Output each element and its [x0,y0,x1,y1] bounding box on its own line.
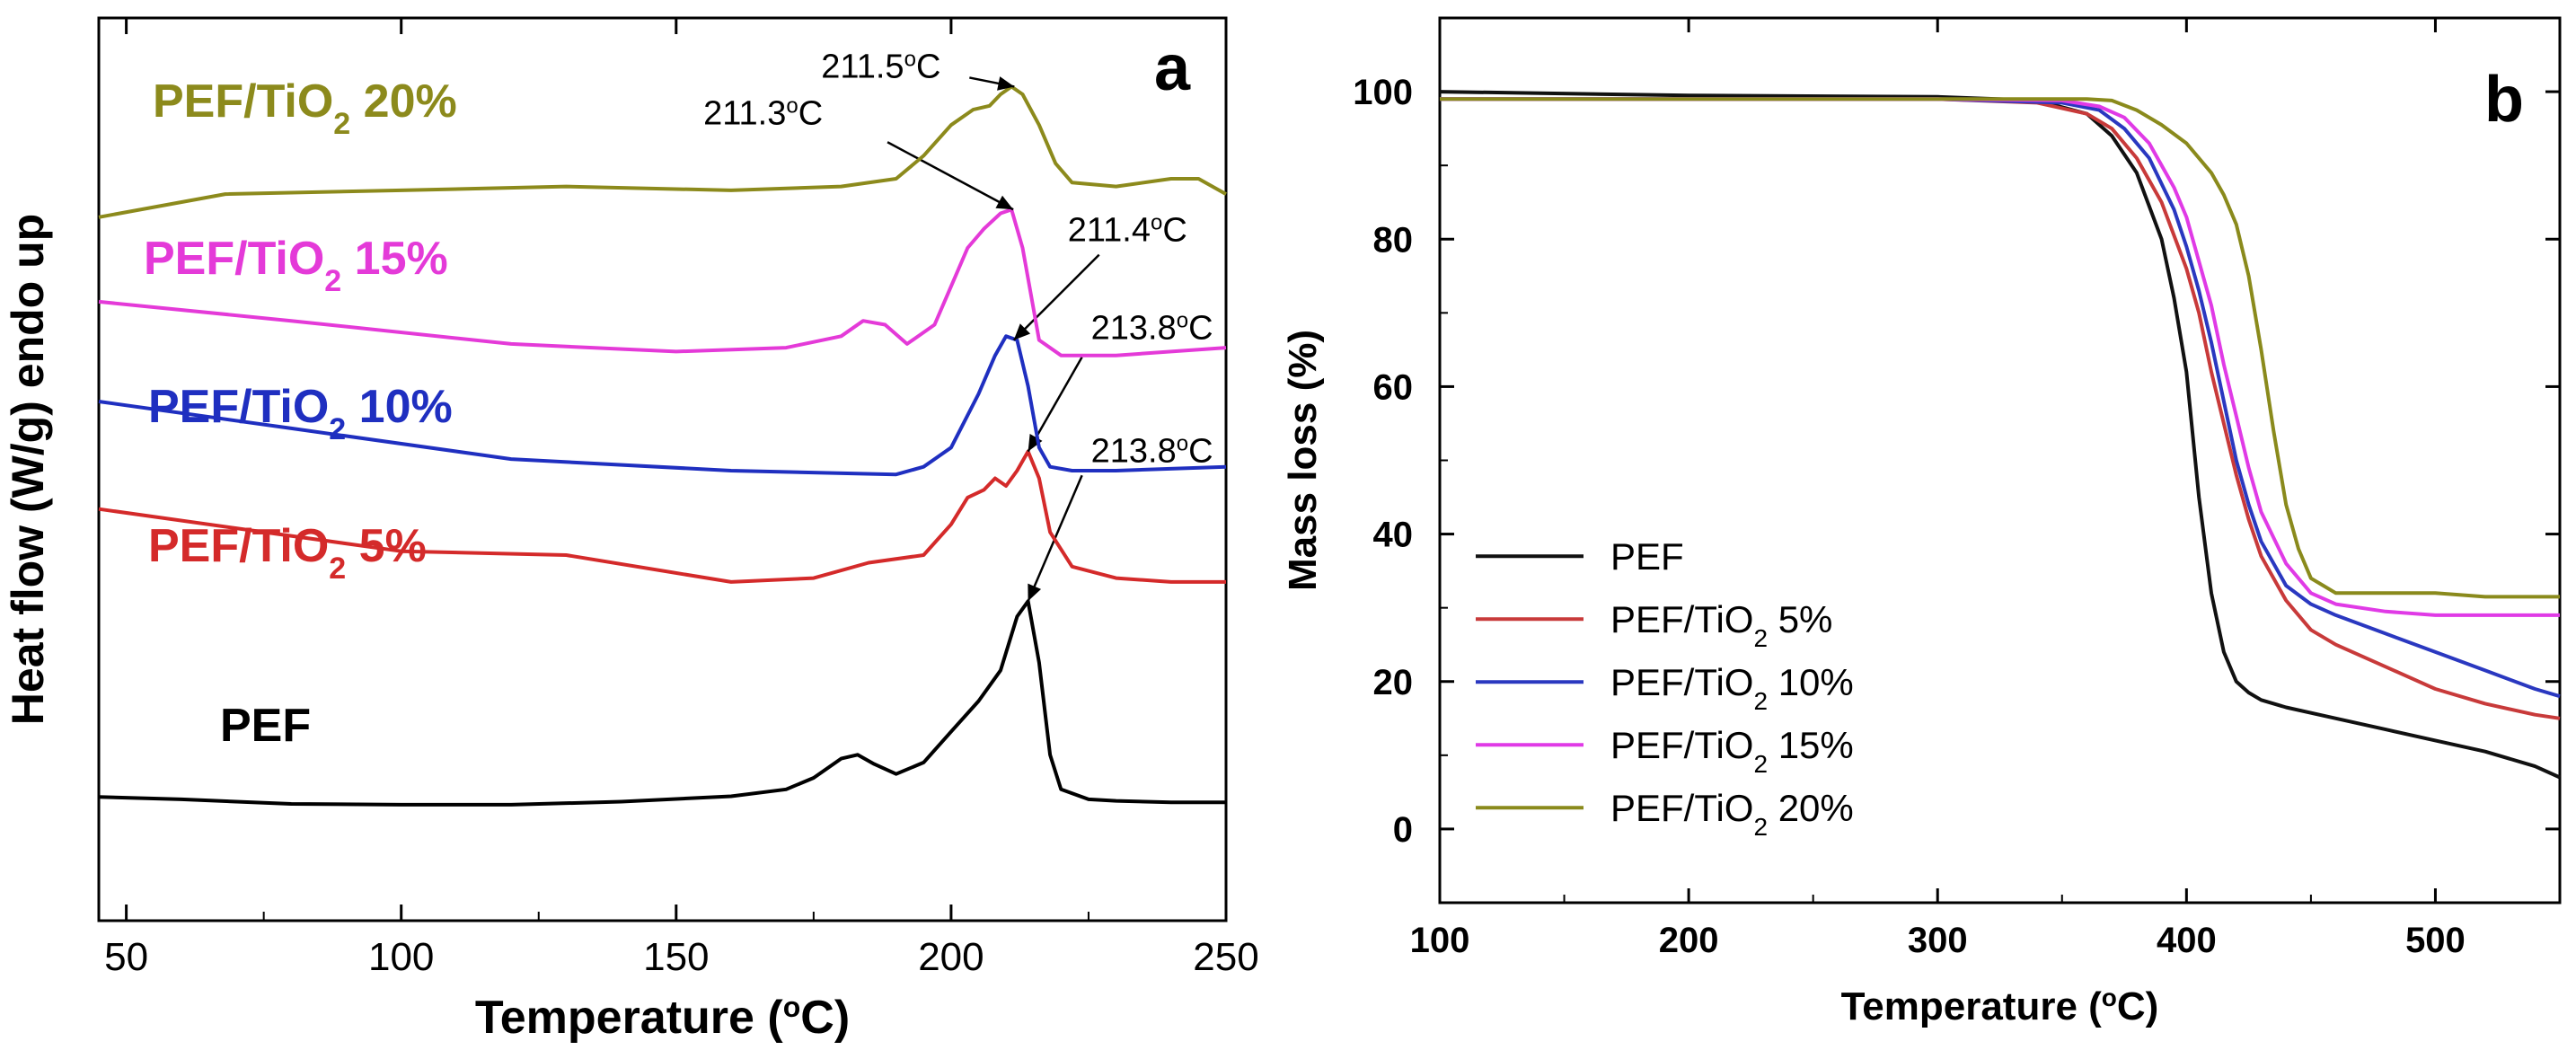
y-axis-label-a: Heat flow (W/g) endo up [3,214,53,725]
series-label-a: PEF/TiO2 5% [148,520,427,586]
x-tick-label-a: 50 [104,935,148,979]
y-tick-label-b: 20 [1373,663,1414,702]
series-line-b [1440,97,2560,617]
x-axis-label-b: Temperature (oC) [1841,984,2159,1029]
legend-entry-b: PEF/TiO2 5% [1610,598,1832,652]
annotation-label-a: 211.4oC [1068,210,1187,250]
annotation-arrow-a [887,141,1014,211]
panel-a: 50 100 150 200 250 Temperature (oC) Heat flow … [3,16,1259,1044]
plot-frame-b [1438,16,2562,905]
annotation-arrowhead-a [1013,323,1031,340]
annotation-arrowhead-a [995,195,1014,210]
series-line-a [98,334,1227,477]
x-tick-label-a: 250 [1193,935,1258,979]
panel-label-a: a [1154,32,1191,104]
series-label-a: PEF/TiO2 20% [153,75,457,141]
series-label-a: PEF/TiO2 10% [148,381,453,446]
series-line-b [1440,97,2560,599]
x-axis-label-a: Temperature (oC) [475,991,850,1044]
series-line-b [1439,90,2561,780]
annotation-label-a: 213.8oC [1091,308,1213,348]
legend-b: PEF PEF/TiO2 5% PEF/TiO2 10% PEF/TiO2 15% PE… [1476,535,1854,841]
series-line-b [1440,97,2561,699]
series-line-a [98,84,1227,219]
series-line-a [98,449,1226,584]
series-line-a [98,599,1226,807]
x-tick-label-b: 400 [2157,921,2217,960]
annotation-label-a: 213.8oC [1091,431,1213,471]
y-tick-label-b: 100 [1353,73,1413,112]
x-tick-label-b: 200 [1659,921,1719,960]
annotation-arrowhead-a [1028,583,1042,602]
panel-b: 100 200 300 400 500 0 20 40 60 80 100 Temperature (… [1281,16,2562,1029]
legend-entry-b: PEF/TiO2 10% [1610,661,1854,715]
y-tick-label-b: 80 [1373,220,1414,260]
legend-entry-b: PEF [1610,535,1684,578]
x-tick-label-a: 200 [918,935,984,979]
series-label-a: PEF [220,700,311,752]
annotation-arrowhead-a [997,76,1015,91]
annotation-arrow-a [1012,253,1100,341]
plot-frame-a [97,16,1228,922]
series-label-a: PEF/TiO2 15% [144,233,448,298]
x-tick-label-b: 500 [2405,921,2466,960]
y-tick-label-b: 0 [1393,810,1413,850]
y-axis-label-b: Mass loss (%) [1281,330,1325,591]
series-line-b [1440,97,2561,720]
y-tick-label-b: 60 [1373,367,1414,407]
x-tick-label-b: 100 [1410,921,1470,960]
annotation-label-a: 211.5oC [821,47,940,86]
annotation-arrowhead-a [1028,433,1043,452]
annotation-label-a: 211.3oC [703,93,823,133]
x-tick-label-b: 300 [1908,921,1968,960]
legend-entry-b: PEF/TiO2 15% [1610,724,1854,778]
x-tick-label-a: 150 [643,935,709,979]
series-line-a [98,207,1227,357]
panel-label-b: b [2484,64,2524,136]
x-tick-label-a: 100 [368,935,434,979]
y-tick-label-b: 40 [1373,516,1414,555]
legend-entry-b: PEF/TiO2 20% [1610,787,1854,841]
